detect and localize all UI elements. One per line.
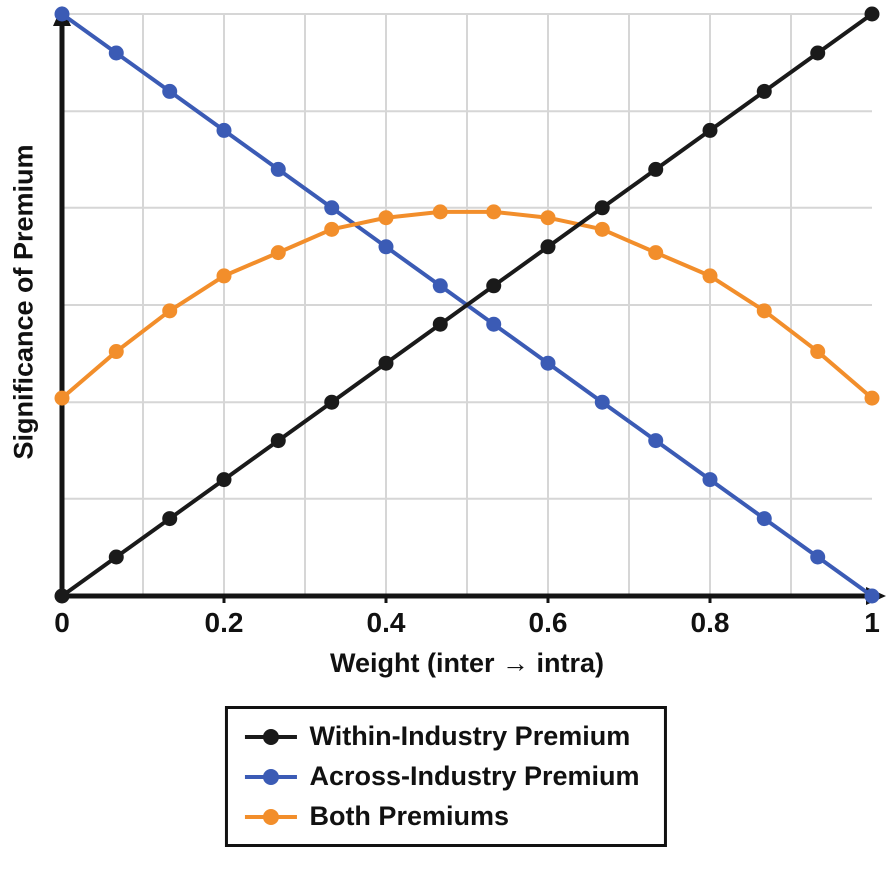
svg-text:0.8: 0.8 [691, 607, 730, 638]
legend-item-within: Within-Industry Premium [243, 721, 639, 752]
legend-marker-within-icon [244, 728, 297, 745]
svg-text:1: 1 [864, 607, 880, 638]
legend-box: Within-Industry Premium Across-Industry … [224, 706, 667, 847]
chart-svg: 0 0.2 0.4 0.6 0.8 1 [53, 6, 886, 638]
legend-item-across: Across-Industry Premium [243, 761, 640, 792]
svg-text:0.4: 0.4 [367, 607, 406, 638]
legend-label: Across-Industry Premium [309, 761, 640, 791]
legend-item-both: Both Premiums [243, 801, 639, 832]
svg-text:0: 0 [54, 607, 70, 638]
svg-text:0.2: 0.2 [205, 607, 244, 638]
svg-text:0.6: 0.6 [529, 607, 568, 638]
legend-marker-across-icon [244, 768, 297, 785]
legend-label: Within-Industry Premium [309, 721, 631, 751]
x-axis-title: Weight (inter → intra) [330, 648, 604, 678]
legend-label: Both Premiums [309, 801, 509, 831]
legend-marker-both-icon [244, 808, 297, 825]
y-axis-title: Significance of Premium [8, 144, 39, 460]
